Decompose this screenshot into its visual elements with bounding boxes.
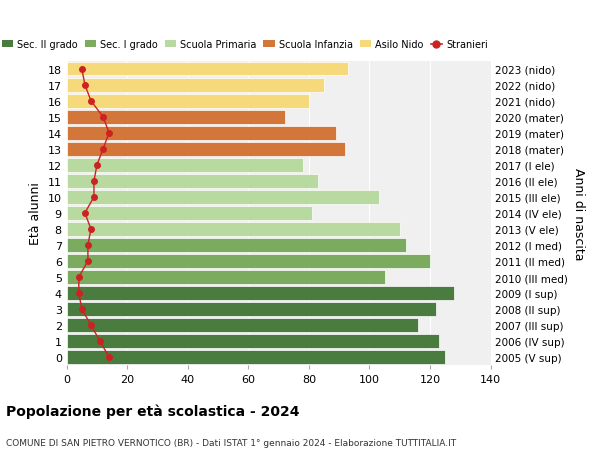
Bar bbox=[67, 255, 430, 268]
Bar bbox=[67, 351, 445, 364]
Bar bbox=[67, 319, 418, 332]
Bar bbox=[67, 271, 385, 284]
Legend: Sec. II grado, Sec. I grado, Scuola Primaria, Scuola Infanzia, Asilo Nido, Stran: Sec. II grado, Sec. I grado, Scuola Prim… bbox=[0, 36, 492, 54]
Bar bbox=[67, 223, 400, 236]
Bar bbox=[67, 239, 406, 252]
Y-axis label: Età alunni: Età alunni bbox=[29, 182, 42, 245]
Bar bbox=[67, 335, 439, 348]
Bar bbox=[67, 63, 348, 76]
Y-axis label: Anni di nascita: Anni di nascita bbox=[572, 167, 585, 260]
Text: COMUNE DI SAN PIETRO VERNOTICO (BR) - Dati ISTAT 1° gennaio 2024 - Elaborazione : COMUNE DI SAN PIETRO VERNOTICO (BR) - Da… bbox=[6, 438, 456, 447]
Bar bbox=[67, 95, 309, 108]
Bar bbox=[67, 127, 336, 140]
Bar bbox=[67, 286, 454, 300]
Bar bbox=[67, 207, 312, 220]
Bar bbox=[67, 190, 379, 204]
Bar bbox=[67, 302, 436, 316]
Bar bbox=[67, 175, 318, 188]
Bar bbox=[67, 143, 345, 156]
Text: Popolazione per età scolastica - 2024: Popolazione per età scolastica - 2024 bbox=[6, 404, 299, 419]
Bar bbox=[67, 78, 324, 92]
Bar bbox=[67, 159, 303, 172]
Bar bbox=[67, 111, 285, 124]
